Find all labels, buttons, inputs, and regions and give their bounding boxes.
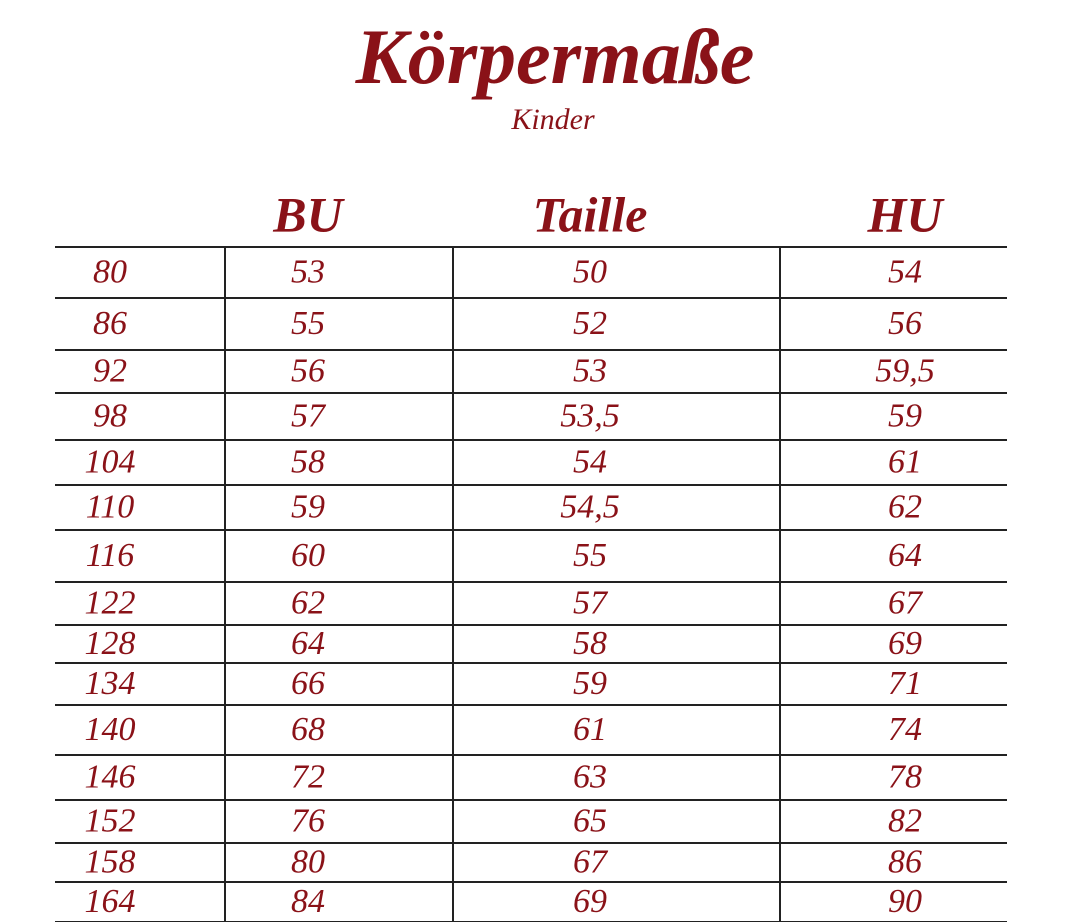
cell: 54 — [888, 253, 922, 290]
size-label: 152 — [85, 802, 136, 839]
cell: 58 — [573, 625, 607, 662]
title: Körpermaße — [355, 13, 755, 100]
size-label: 140 — [85, 711, 136, 748]
cell: 57 — [573, 584, 609, 621]
cell: 59 — [573, 665, 607, 702]
cell: 64 — [888, 537, 922, 574]
size-label: 164 — [85, 883, 136, 920]
cell: 66 — [291, 665, 325, 702]
cell: 63 — [573, 758, 607, 795]
cell: 55 — [291, 305, 325, 342]
cell: 74 — [888, 711, 922, 748]
cell: 56 — [888, 305, 922, 342]
cell: 72 — [291, 758, 325, 795]
size-label: 86 — [93, 305, 127, 342]
size-label: 104 — [85, 443, 136, 480]
cell: 69 — [888, 625, 922, 662]
size-label: 98 — [93, 397, 127, 434]
column-header: Taille — [533, 186, 648, 242]
size-label: 158 — [85, 843, 136, 880]
cell: 86 — [888, 843, 922, 880]
cell: 82 — [888, 802, 922, 839]
size-label: 116 — [86, 537, 134, 574]
cell: 64 — [291, 625, 325, 662]
cell: 54,5 — [560, 488, 620, 525]
cell: 59 — [291, 488, 325, 525]
subtitle: Kinder — [510, 103, 595, 136]
column-header: HU — [867, 186, 946, 242]
cell: 60 — [291, 537, 325, 574]
size-label: 110 — [86, 488, 134, 525]
cell: 65 — [573, 802, 607, 839]
cell: 76 — [291, 802, 325, 839]
cell: 71 — [888, 665, 922, 702]
cell: 61 — [888, 443, 922, 480]
cell: 68 — [291, 711, 325, 748]
size-label: 134 — [85, 665, 136, 702]
cell: 84 — [291, 883, 325, 920]
cell: 69 — [573, 883, 607, 920]
cell: 56 — [291, 352, 325, 389]
cell: 67 — [573, 843, 609, 880]
column-header: BU — [272, 186, 345, 242]
cell: 80 — [291, 843, 325, 880]
size-label: 122 — [85, 584, 136, 621]
size-label: 80 — [93, 253, 127, 290]
cell: 53 — [291, 253, 325, 290]
size-label: 128 — [85, 625, 136, 662]
cell: 67 — [888, 584, 924, 621]
size-label: 146 — [85, 758, 136, 795]
cell: 53,5 — [560, 397, 620, 434]
cell: 90 — [888, 883, 922, 920]
cell: 50 — [573, 253, 607, 290]
cell: 57 — [291, 397, 327, 434]
cell: 62 — [291, 584, 325, 621]
size-label: 92 — [93, 352, 127, 389]
cell: 59 — [888, 397, 922, 434]
cell: 61 — [573, 711, 607, 748]
cell: 54 — [573, 443, 607, 480]
cell: 55 — [573, 537, 607, 574]
cell: 78 — [888, 758, 922, 795]
cell: 52 — [573, 305, 607, 342]
cell: 62 — [888, 488, 922, 525]
cell: 58 — [291, 443, 325, 480]
cell: 59,5 — [875, 352, 935, 389]
cell: 53 — [573, 352, 607, 389]
